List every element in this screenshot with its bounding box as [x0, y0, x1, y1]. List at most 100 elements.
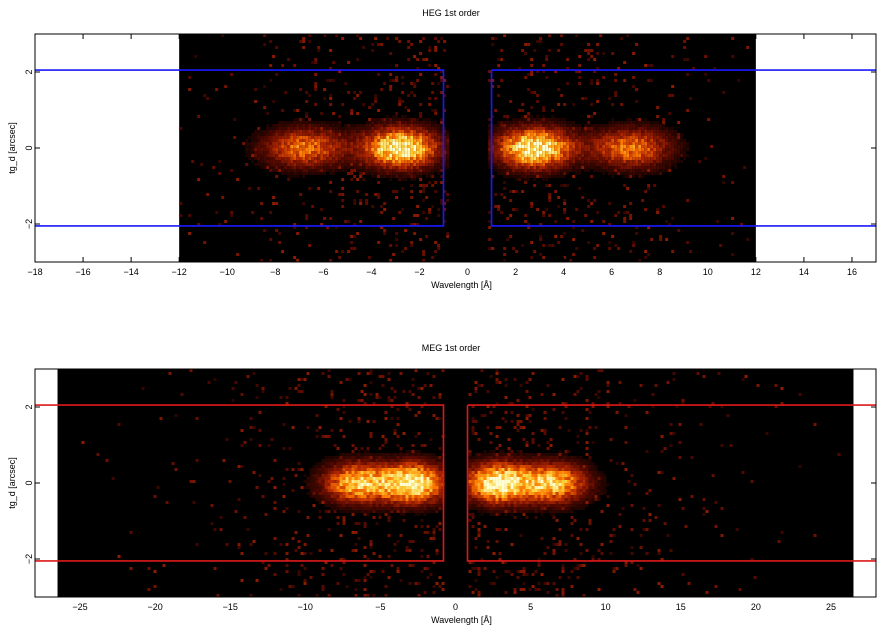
heatmap-cell [623, 136, 627, 139]
heatmap-cell [365, 160, 369, 163]
heatmap-cell [411, 378, 415, 381]
heatmap-cell [299, 154, 303, 157]
heatmap-cell [446, 133, 450, 136]
heatmap-cell [339, 510, 343, 513]
heatmap-cell [623, 139, 627, 142]
heatmap-cell [519, 477, 523, 480]
heatmap-cell [644, 148, 648, 151]
heatmap-cell [248, 187, 252, 190]
heatmap-cell [129, 531, 133, 534]
heatmap-cell [468, 513, 472, 516]
heatmap-cell [297, 570, 301, 573]
heatmap-cell [438, 468, 442, 471]
heatmap-cell [572, 157, 576, 160]
heg-x-axis-label: Wavelength [Å] [431, 280, 492, 290]
meg-title: MEG 1st order [422, 343, 481, 353]
heatmap-cell [519, 534, 523, 537]
heatmap-cell [305, 124, 309, 127]
heatmap-cell [434, 241, 438, 244]
heatmap-cell [344, 133, 348, 136]
heatmap-cell [494, 163, 498, 166]
heatmap-cell [566, 160, 570, 163]
heatmap-cell [347, 145, 351, 148]
heatmap-cell [650, 145, 654, 148]
heatmap-cell [255, 396, 259, 399]
heatmap-cell [383, 145, 387, 148]
heatmap-cell [599, 154, 603, 157]
heatmap-cell [320, 139, 324, 142]
heatmap-cell [314, 61, 318, 64]
heatmap-cell [515, 151, 519, 154]
heatmap-cell [428, 124, 432, 127]
heatmap-cell [495, 498, 499, 501]
heatmap-cell [653, 139, 657, 142]
heatmap-cell [617, 133, 621, 136]
heatmap-cell [518, 166, 522, 169]
heatmap-cell [350, 151, 354, 154]
heatmap-cell [428, 130, 432, 133]
heatmap-cell [659, 169, 663, 172]
heatmap-cell [572, 166, 576, 169]
heatmap-cell [308, 142, 312, 145]
heatmap-cell [557, 124, 561, 127]
heatmap-cell [539, 154, 543, 157]
heatmap-cell [668, 169, 672, 172]
heatmap-cell [599, 163, 603, 166]
heatmap-cell [468, 474, 472, 477]
heatmap-cell [254, 133, 258, 136]
heatmap-cell [551, 169, 555, 172]
heatmap-cell [554, 121, 558, 124]
heatmap-cell [483, 498, 487, 501]
heatmap-cell [389, 121, 393, 124]
heatmap-cell [431, 109, 435, 112]
heatmap-cell [296, 121, 300, 124]
heatmap-cell [677, 121, 681, 124]
heatmap-cell [551, 139, 555, 142]
heatmap-cell [590, 220, 594, 223]
heatmap-cell [395, 148, 399, 151]
heatmap-cell [410, 172, 414, 175]
heatmap-cell [395, 169, 399, 172]
heatmap-cell [506, 169, 510, 172]
heatmap-cell [593, 199, 597, 202]
heatmap-cell [435, 477, 439, 480]
heatmap-cell [638, 130, 642, 133]
heatmap-cell [611, 142, 615, 145]
heatmap-cell [431, 184, 435, 187]
heatmap-cell [495, 468, 499, 471]
heatmap-cell [563, 103, 567, 106]
heatmap-cell [287, 136, 291, 139]
heatmap-cell [365, 172, 369, 175]
heatmap-cell [608, 163, 612, 166]
heatmap-cell [516, 450, 520, 453]
heatmap-cell [296, 109, 300, 112]
heatmap-cell [326, 124, 330, 127]
heatmap-cell [293, 148, 297, 151]
heatmap-cell [287, 145, 291, 148]
heatmap-cell [501, 453, 505, 456]
heatmap-cell [432, 456, 436, 459]
heatmap-cell [521, 244, 525, 247]
heatmap-cell [423, 486, 427, 489]
heatmap-cell [377, 241, 381, 244]
heatmap-cell [569, 151, 573, 154]
heatmap-cell [351, 495, 355, 498]
heatmap-cell [425, 127, 429, 130]
heatmap-cell [339, 558, 343, 561]
heatmap-cell [375, 453, 379, 456]
heatmap-cell [495, 495, 499, 498]
heatmap-cell [317, 133, 321, 136]
heatmap-cell [344, 160, 348, 163]
heatmap-cell [333, 477, 337, 480]
heatmap-cell [440, 91, 444, 94]
heatmap-cell [686, 73, 690, 76]
heatmap-cell [254, 139, 258, 142]
heatmap-cell [510, 471, 514, 474]
heatmap-cell [372, 495, 376, 498]
heatmap-cell [644, 172, 648, 175]
heatmap-cell [429, 474, 433, 477]
heatmap-cell [366, 573, 370, 576]
heatmap-cell [563, 256, 567, 259]
heatmap-cell [501, 417, 505, 420]
heatmap-cell [395, 157, 399, 160]
